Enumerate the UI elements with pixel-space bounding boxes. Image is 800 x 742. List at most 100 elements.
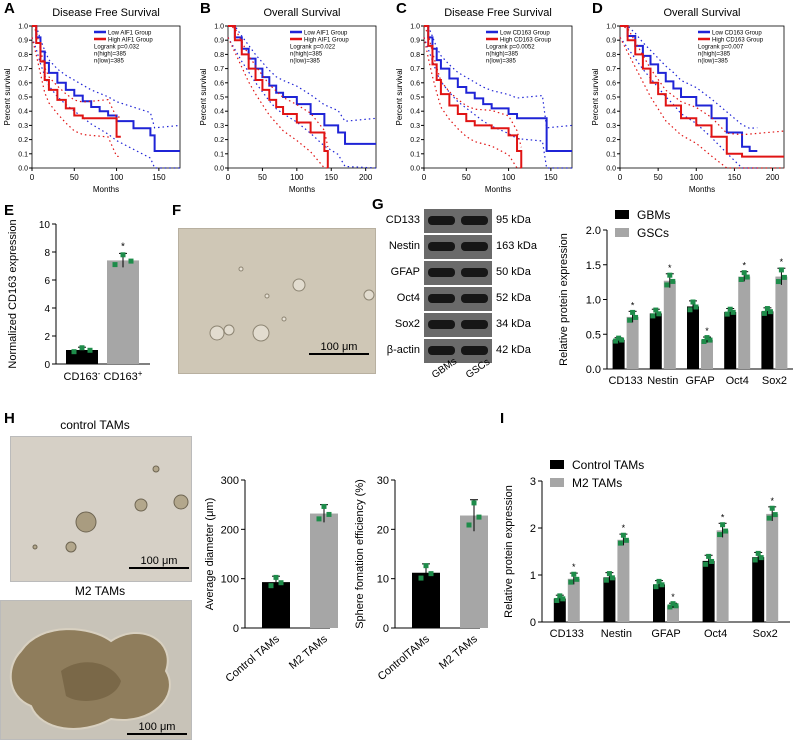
y-tick-label: 1.0 [214, 24, 224, 31]
data-point [620, 532, 626, 538]
data-point [703, 561, 709, 567]
x-category-label: ControlTAMs [376, 633, 433, 683]
data-point [616, 335, 622, 341]
data-point [568, 579, 574, 585]
y-tick-label: 0.3 [410, 123, 420, 130]
bar [310, 513, 338, 628]
data-point [656, 578, 662, 584]
x-tick-label: 100 [290, 173, 304, 182]
km-chart-c: Disease Free Survival 0.0 0.1 0.2 0.3 0.4 0.5 0… [395, 7, 573, 194]
y-tick-label: 10 [39, 220, 51, 231]
data-point [706, 553, 712, 559]
blot-strip [424, 209, 492, 233]
bar [412, 572, 440, 628]
bar-gscs [701, 339, 713, 369]
western-blot: CD133 95 kDa Nestin 163 kDa GFAP 50 kDa Oct4 52… [378, 208, 553, 388]
y-tick-label: 0.1 [214, 151, 224, 158]
y-axis-label: Relative protein expression [558, 233, 570, 366]
data-point [755, 550, 761, 556]
x-category-label: CD163- [64, 369, 101, 384]
data-point [690, 299, 696, 305]
x-category-label: Nestin [601, 628, 632, 640]
y-tick-label: 1.0 [18, 24, 28, 31]
data-point [707, 337, 713, 343]
molecular-weight-label: 95 kDa [496, 214, 531, 226]
y-tick-label: 0.3 [214, 123, 224, 130]
x-tick-label: 0 [618, 173, 623, 182]
bar [262, 582, 290, 628]
y-tick-label: 0.5 [410, 95, 420, 102]
y-tick-label: 200 [221, 524, 239, 536]
logrank-stat: Logrank p=0.022 [290, 45, 336, 51]
blot-strip [424, 261, 492, 285]
y-tick-label: 0.1 [410, 151, 420, 158]
data-point [673, 603, 679, 609]
x-tick-label: 50 [258, 173, 267, 182]
bar-chart-diameter: 0 100 200 300 Average diameter (μm) Control T… [204, 475, 338, 685]
data-point [128, 258, 134, 264]
data-point [574, 576, 580, 582]
protein-label: Oct4 [396, 292, 420, 304]
y-tick-label: 100 [221, 574, 239, 586]
h-bottom-title: M2 TAMs [74, 584, 126, 598]
bar-chart-sphere-efficiency: 0 10 20 30 Sphere fomation efficiency (%) Con… [354, 475, 488, 683]
data-point [653, 584, 659, 590]
x-tick-label: 100 [690, 173, 704, 182]
y-tick-label: 0.7 [606, 66, 616, 73]
data-point [87, 347, 93, 353]
scale-label-h-bottom: 100 μm [138, 721, 176, 733]
y-axis-label: Percent survival [3, 68, 12, 125]
y-tick-label: 1.5 [586, 260, 601, 272]
y-tick-label: 0.0 [214, 166, 224, 173]
y-tick-label: 0.7 [18, 66, 28, 73]
data-point [630, 309, 636, 315]
confidence-band-lower [227, 37, 377, 169]
data-point [268, 583, 274, 589]
band-gscs [461, 268, 488, 277]
data-point [71, 349, 77, 355]
scale-bar-h-bottom: 100 μm [127, 721, 187, 735]
y-tick-label: 2.0 [586, 225, 601, 237]
y-tick-label: 0.8 [18, 52, 28, 59]
bar-chart-g: 0.0 0.5 1.0 1.5 2.0 Relative protein expressi… [558, 208, 793, 387]
x-tick-label: 50 [70, 173, 79, 182]
confidence-band-lower [619, 37, 784, 169]
y-tick-label: 0.9 [18, 38, 28, 45]
data-point [466, 522, 472, 528]
y-tick-label: 0.1 [606, 151, 616, 158]
x-tick-label: 150 [728, 173, 742, 182]
logrank-stat: n(low)=385 [94, 59, 125, 65]
blot-strip [424, 313, 492, 337]
x-axis-label: Months [289, 185, 315, 194]
legend-label: Low AIF1 Group [108, 31, 152, 37]
x-category-label: CD133 [550, 628, 584, 640]
survival-curve-blue [32, 25, 180, 152]
y-tick-label: 1.0 [410, 24, 420, 31]
y-tick-label: 0.2 [410, 137, 420, 144]
data-point [775, 279, 781, 285]
y-tick-label: 0.0 [18, 166, 28, 173]
bar-control-tams [752, 557, 765, 622]
data-point [772, 512, 778, 518]
logrank-stat: n(high)=385 [290, 52, 323, 58]
significance-star: * [705, 326, 709, 336]
legend-label: Low CD163 Group [712, 31, 762, 37]
x-category-label: M2 TAMs [287, 633, 330, 672]
y-tick-label: 0.4 [214, 109, 224, 116]
data-point [766, 515, 772, 521]
blot-strip [424, 287, 492, 311]
panel-label-i: I [500, 410, 505, 427]
y-tick-label: 6 [44, 276, 50, 287]
legend-label: Low CD163 Group [500, 31, 550, 37]
y-axis-label: Percent survival [395, 68, 404, 125]
data-point [603, 577, 609, 583]
data-point [659, 582, 665, 588]
panel-label-f: F [172, 202, 182, 219]
y-tick-label: 0 [233, 623, 239, 635]
logrank-stat: n(low)=385 [698, 59, 729, 65]
molecular-weight-label: 163 kDa [496, 240, 537, 252]
legend-swatch [615, 210, 629, 219]
band-gbms [428, 242, 455, 251]
y-tick-label: 0.1 [18, 151, 28, 158]
y-tick-label: 0.9 [410, 38, 420, 45]
